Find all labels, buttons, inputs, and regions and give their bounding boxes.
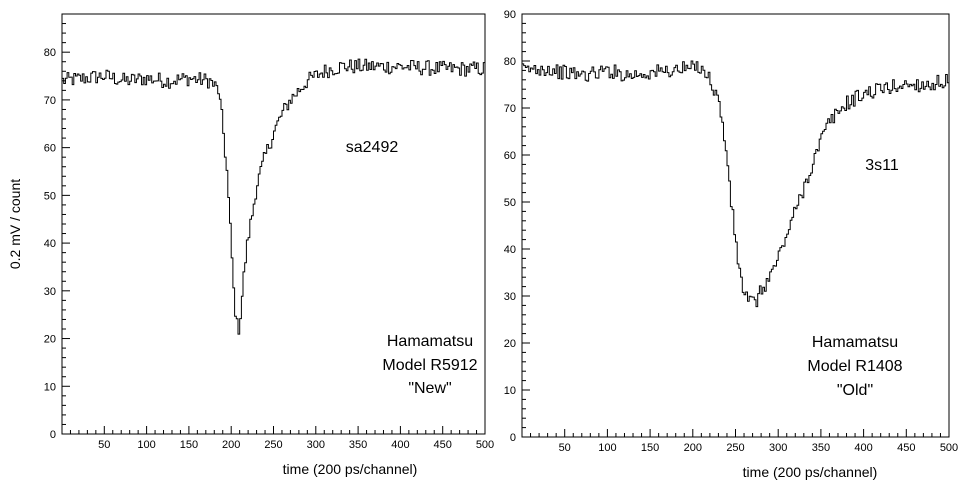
panel2-xtick-label: 250 (726, 442, 744, 454)
panel2-xtick-label: 200 (684, 442, 702, 454)
panel1-manufacturer-label: Hamamatsu (387, 333, 473, 350)
panel2-series-line (522, 60, 949, 308)
panel1-xtick-label: 300 (307, 439, 325, 451)
panel1-xtick-label: 400 (391, 439, 409, 451)
panel2-version-label: "Old" (837, 382, 873, 399)
panel1-xtick-label: 150 (180, 439, 198, 451)
panel1-ytick-label: 10 (44, 381, 56, 393)
panel1-y-axis-label: 0.2 mV / count (7, 179, 23, 269)
panel1-ytick-label: 20 (44, 334, 56, 346)
panel2-xtick-label: 500 (940, 442, 958, 454)
panel1-xtick-label: 50 (98, 439, 110, 451)
panel2-xtick-label: 150 (641, 442, 659, 454)
panel1-ytick-label: 80 (44, 47, 56, 59)
panel2-ytick-label: 80 (504, 56, 516, 68)
panel2-ytick-label: 50 (504, 197, 516, 209)
panel2-xtick-label: 400 (854, 442, 872, 454)
panel2-xtick-label: 300 (769, 442, 787, 454)
panel2-ytick-label: 30 (504, 291, 516, 303)
panel1-ytick-label: 60 (44, 143, 56, 155)
panel1-ytick-label: 30 (44, 286, 56, 298)
panel2-xtick-label: 100 (598, 442, 616, 454)
panel1-xtick-label: 350 (349, 439, 367, 451)
panel1-version-label: "New" (408, 380, 451, 397)
panel2-manufacturer-label: Hamamatsu (812, 334, 898, 351)
panel1-sample-label: sa2492 (346, 139, 399, 156)
panel2-xtick-label: 50 (559, 442, 571, 454)
panel2-xtick-label: 350 (812, 442, 830, 454)
panel2-ytick-label: 40 (504, 244, 516, 256)
panel2-xtick-label: 450 (897, 442, 915, 454)
panel2-ytick-label: 20 (504, 338, 516, 350)
panel1-model-label: Model R5912 (382, 357, 477, 374)
panel2-ytick-label: 90 (504, 9, 516, 21)
panel2-model-label: Model R1408 (807, 358, 902, 375)
panel2-ytick-label: 10 (504, 385, 516, 397)
panel1-ytick-label: 0 (50, 429, 56, 441)
panel1-ytick-label: 40 (44, 238, 56, 250)
panel1-xtick-label: 500 (476, 439, 494, 451)
panel2-sample-label: 3s11 (865, 157, 899, 174)
panel1-xtick-label: 450 (434, 439, 452, 451)
panel1-xtick-label: 100 (137, 439, 155, 451)
panel2-ytick-label: 70 (504, 103, 516, 115)
panel1-ytick-label: 50 (44, 190, 56, 202)
panel2-x-axis-label: time (200 ps/channel) (743, 464, 878, 480)
panel1-series-line (62, 58, 485, 335)
panel1-ytick-label: 70 (44, 95, 56, 107)
panel2-ytick-label: 0 (510, 432, 516, 444)
panel1-xtick-label: 200 (222, 439, 240, 451)
panel1-x-axis-label: time (200 ps/channel) (283, 461, 418, 477)
panel1-xtick-label: 250 (264, 439, 282, 451)
panel2-ytick-label: 60 (504, 150, 516, 162)
